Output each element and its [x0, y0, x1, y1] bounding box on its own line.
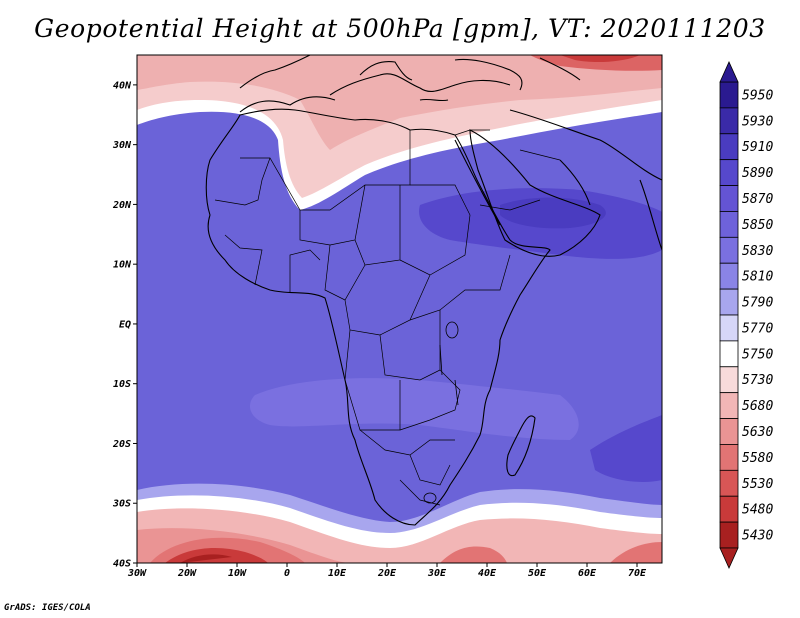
colorbar-swatch [719, 444, 739, 471]
lon-label: 10E [328, 568, 347, 579]
colorbar-swatch [719, 392, 739, 419]
credit-text: GrADS: IGES/COLA [4, 603, 91, 613]
lat-label: 20S [112, 439, 131, 450]
map-title: Geopotential Height at 500hPa [gpm], VT:… [34, 14, 766, 43]
colorbar-label: 5770 [742, 321, 773, 336]
colorbar-swatch [719, 495, 739, 523]
lat-label: 10S [113, 379, 131, 390]
latitude-axis: 40N 30N 20N 10N EQ 10S 20S 30S 40S [112, 80, 137, 570]
colorbar-max-arrow [719, 61, 739, 83]
colorbar-label: 5950 [742, 88, 773, 103]
lat-label: 10N [113, 260, 132, 271]
colorbar-swatch [719, 521, 739, 549]
colorbar-label: 5850 [742, 218, 773, 233]
lakes [423, 321, 459, 504]
colorbar: 5950 5930 5910 5890 5870 5850 5830 5810 5790 5770… [719, 61, 773, 569]
colorbar-swatch [719, 107, 739, 135]
lon-label: 30W [127, 568, 147, 579]
colorbar-swatch [719, 314, 739, 342]
colorbar-swatch [719, 469, 739, 497]
colorbar-swatch [719, 133, 739, 161]
lat-label: 30N [112, 140, 132, 151]
colorbar-swatch [719, 185, 739, 212]
colorbar-swatch [719, 262, 739, 290]
colorbar-swatch [719, 340, 739, 368]
lon-label: 60E [578, 568, 597, 579]
height-field [137, 55, 662, 563]
lat-label: EQ [119, 319, 131, 330]
lat-label: 40S [113, 559, 131, 570]
colorbar-label: 5790 [742, 296, 773, 311]
colorbar-swatch [719, 288, 739, 316]
colorbar-label: 5870 [742, 192, 773, 207]
lat-label: 30S [112, 499, 131, 510]
lon-label: 50E [528, 568, 547, 579]
lon-label: 70E [628, 568, 647, 579]
lon-label: 20E [377, 568, 397, 579]
colorbar-label: 5430 [742, 529, 773, 544]
lon-label: 30E [427, 568, 447, 579]
lon-label: 0 [284, 568, 290, 579]
colorbar-swatch [719, 366, 739, 394]
colorbar-label: 5680 [742, 399, 773, 414]
colorbar-label: 5580 [742, 451, 773, 466]
colorbar-label: 5930 [742, 114, 773, 129]
colorbar-swatch [719, 418, 739, 445]
lon-label: 10W [228, 568, 247, 579]
coastlines [205, 55, 662, 526]
colorbar-swatch [719, 236, 739, 264]
lat-label: 40N [113, 80, 132, 91]
colorbar-label: 5890 [742, 166, 773, 181]
colorbar-label: 5830 [742, 244, 773, 259]
colorbar-label: 5530 [742, 477, 773, 492]
colorbar-min-arrow [719, 547, 739, 569]
longitude-axis: 30W 20W 10W 0 10E 20E 30E 40E 50E 60E 70E [127, 563, 647, 579]
lon-label: 20W [177, 568, 197, 579]
colorbar-label: 5730 [742, 373, 773, 388]
colorbar-label: 5630 [742, 425, 773, 440]
lon-label: 40E [478, 568, 497, 579]
colorbar-label: 5910 [742, 140, 773, 155]
colorbar-label: 5810 [742, 270, 773, 285]
colorbar-swatch [719, 159, 739, 186]
plot-frame [136, 54, 663, 564]
colorbar-label: 5480 [742, 503, 773, 518]
colorbar-label: 5750 [742, 347, 773, 362]
colorbar-swatch [719, 211, 739, 238]
colorbar-swatch [719, 81, 739, 109]
lat-label: 20N [112, 200, 132, 211]
